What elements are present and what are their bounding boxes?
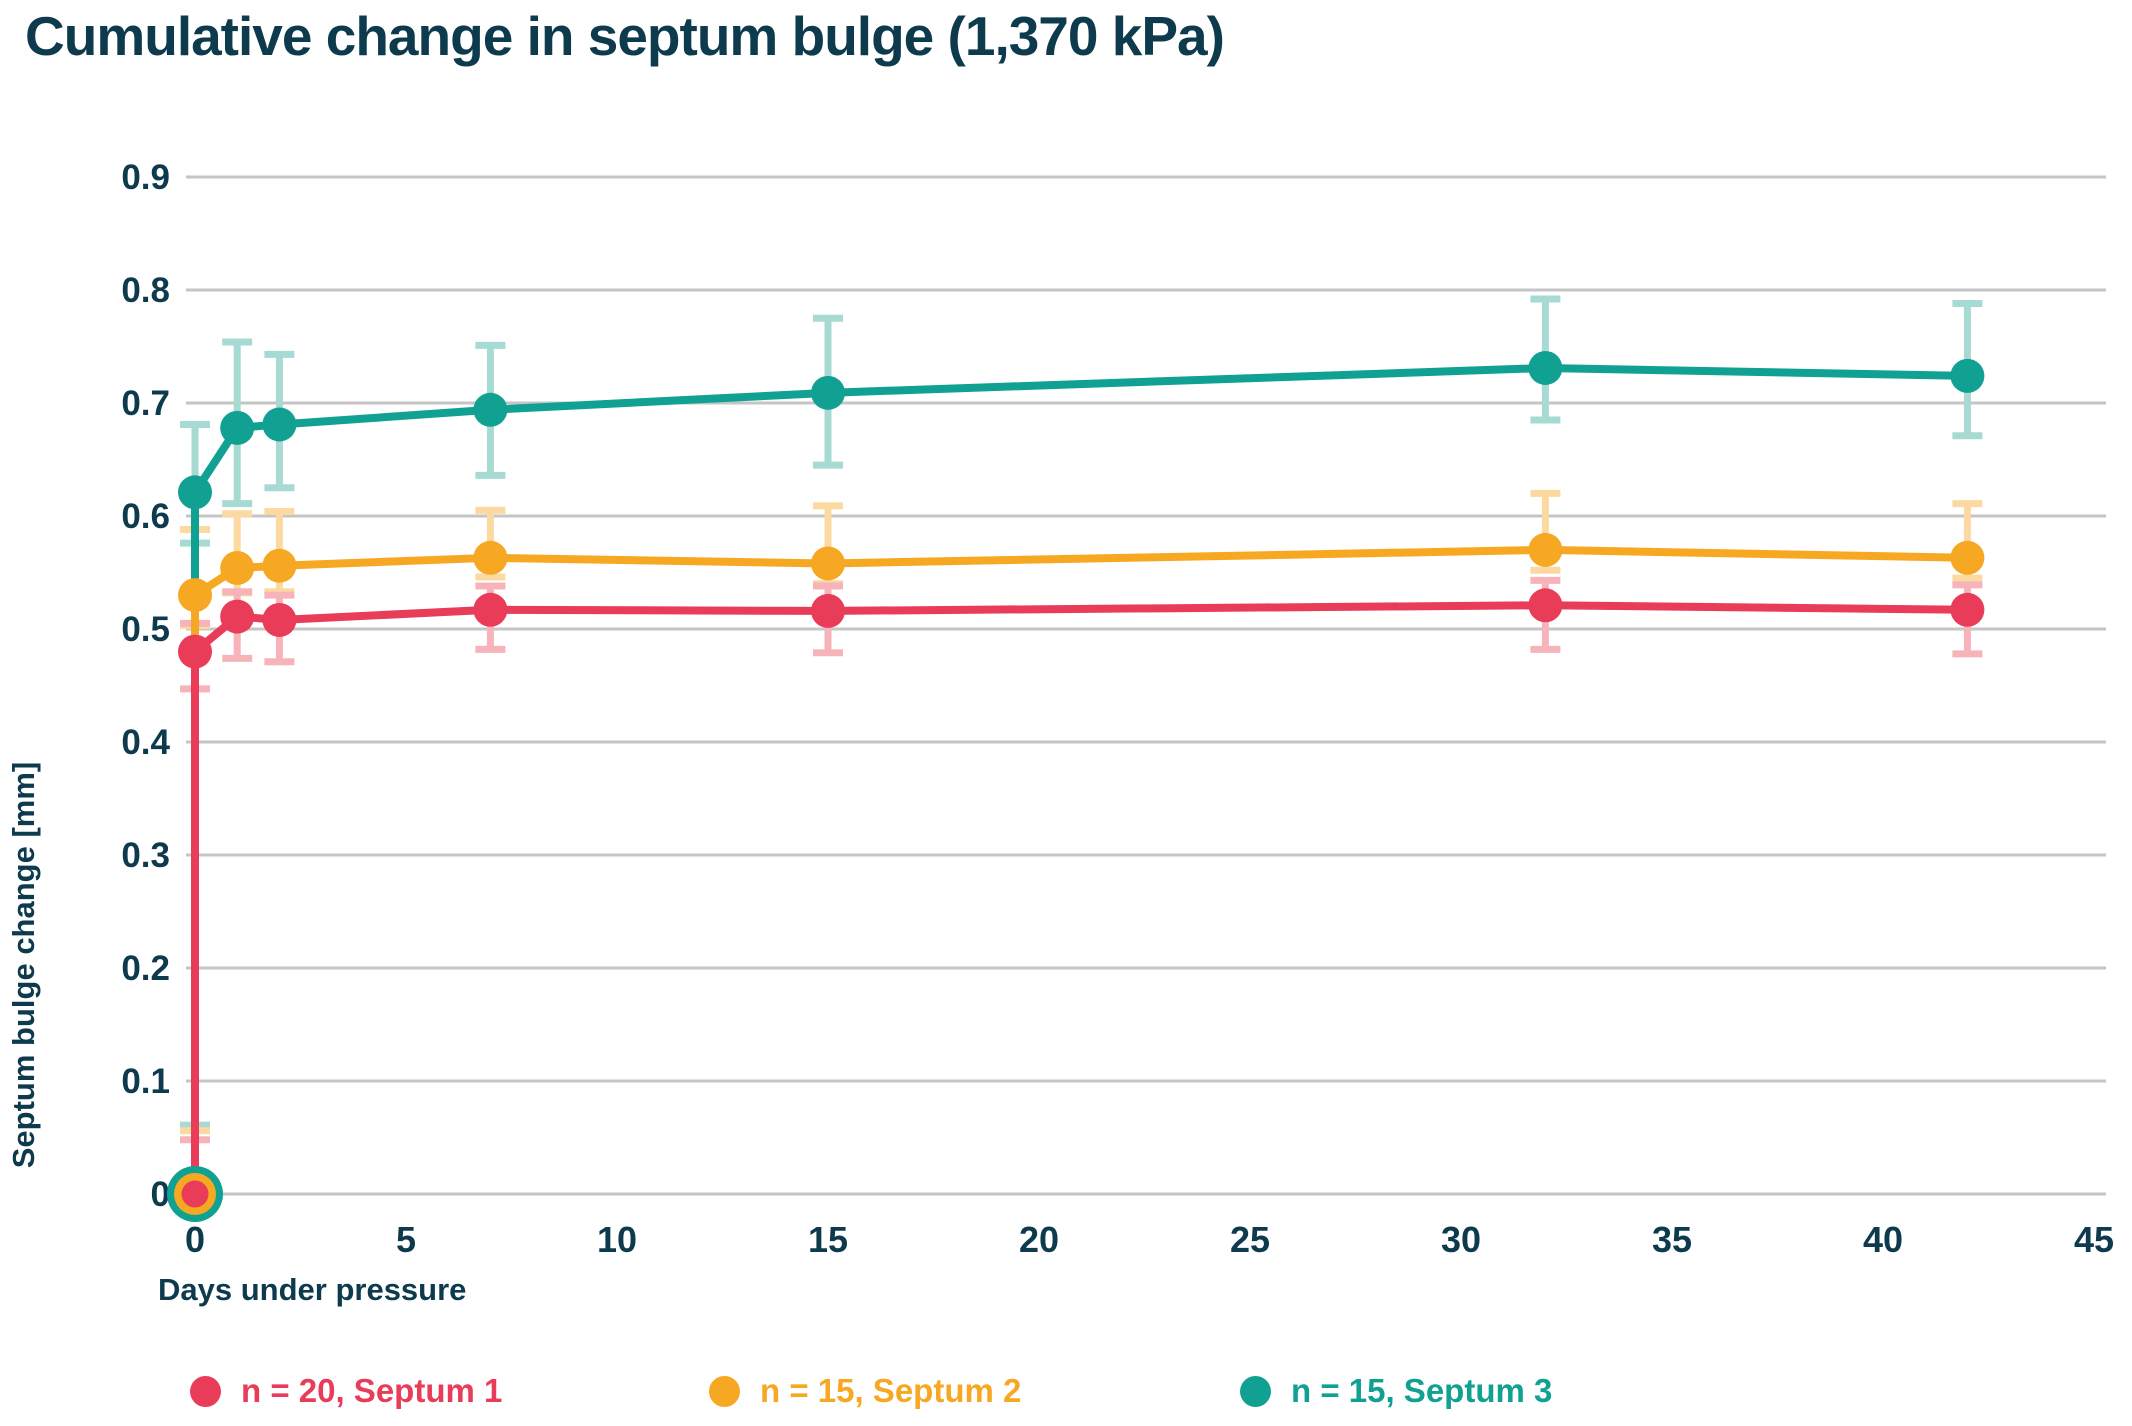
data-point-marker (220, 599, 255, 634)
y-tick-label: 0.6 (121, 497, 170, 536)
legend-marker-septum-2-icon (709, 1375, 740, 1407)
data-point-marker (473, 392, 508, 427)
legend-label-septum-2: n = 15, Septum 2 (760, 1372, 1022, 1409)
x-tick-label: 15 (808, 1219, 848, 1260)
data-point-marker (220, 410, 255, 445)
x-tick-label: 25 (1230, 1219, 1270, 1260)
y-tick-label: 0.4 (121, 723, 170, 762)
x-axis-title: Days under pressure (158, 1272, 467, 1307)
data-point-marker (473, 540, 508, 575)
data-point-marker (1950, 592, 1985, 627)
data-point-marker (811, 546, 845, 581)
y-tick-label: 0.1 (121, 1062, 170, 1101)
y-tick-label: 0.2 (121, 949, 170, 988)
y-tick-label: 0.5 (121, 610, 170, 649)
legend-item-septum-1: n = 20, Septum 1 (190, 1372, 502, 1410)
series-line (191, 601, 1968, 1194)
data-point-marker (178, 578, 212, 613)
x-tick-label: 30 (1441, 1219, 1481, 1260)
data-point-marker (1950, 358, 1985, 393)
x-tick-label: 5 (396, 1219, 416, 1260)
data-point-marker (1528, 588, 1563, 623)
x-tick-label: 40 (1863, 1219, 1903, 1260)
data-point-marker (262, 602, 297, 637)
x-tick-label: 0 (185, 1219, 205, 1260)
data-point-marker (220, 550, 255, 585)
chart-title: Cumulative change in septum bulge (1,370… (25, 5, 1225, 67)
x-tick-label: 10 (597, 1219, 637, 1260)
legend-marker-septum-1-icon (190, 1375, 221, 1407)
y-tick-label: 0.9 (121, 158, 170, 197)
data-point-marker (1950, 540, 1985, 575)
legend-item-septum-3: n = 15, Septum 3 (1240, 1372, 1552, 1410)
y-tick-label: 0 (151, 1175, 170, 1214)
data-point-marker (178, 475, 212, 510)
data-point-marker (473, 592, 508, 627)
legend-marker-septum-3-icon (1240, 1375, 1271, 1407)
origin-point-marker (181, 1180, 209, 1208)
y-tick-label: 0.3 (121, 836, 170, 875)
data-point-marker (262, 407, 297, 442)
legend-label-septum-3: n = 15, Septum 3 (1291, 1372, 1553, 1409)
series-line (191, 363, 1968, 1194)
data-point-marker (1528, 532, 1563, 567)
x-tick-label: 45 (2074, 1219, 2114, 1260)
chart-legend: n = 20, Septum 1 n = 15, Septum 2 n = 15… (0, 1372, 2132, 1426)
legend-label-septum-1: n = 20, Septum 1 (241, 1372, 503, 1409)
data-point-marker (811, 375, 845, 410)
data-point-marker (262, 548, 297, 583)
data-point-marker (178, 634, 212, 669)
data-point-marker (1528, 350, 1563, 385)
y-tick-label: 0.8 (121, 271, 170, 310)
series-line (191, 545, 1968, 1194)
y-tick-label: 0.7 (121, 384, 170, 423)
x-tick-label: 20 (1019, 1219, 1059, 1260)
y-axis-title: Septum bulge change [mm] (6, 761, 41, 1169)
data-point-marker (811, 593, 845, 628)
legend-item-septum-2: n = 15, Septum 2 (709, 1372, 1021, 1410)
x-tick-label: 35 (1652, 1219, 1692, 1260)
